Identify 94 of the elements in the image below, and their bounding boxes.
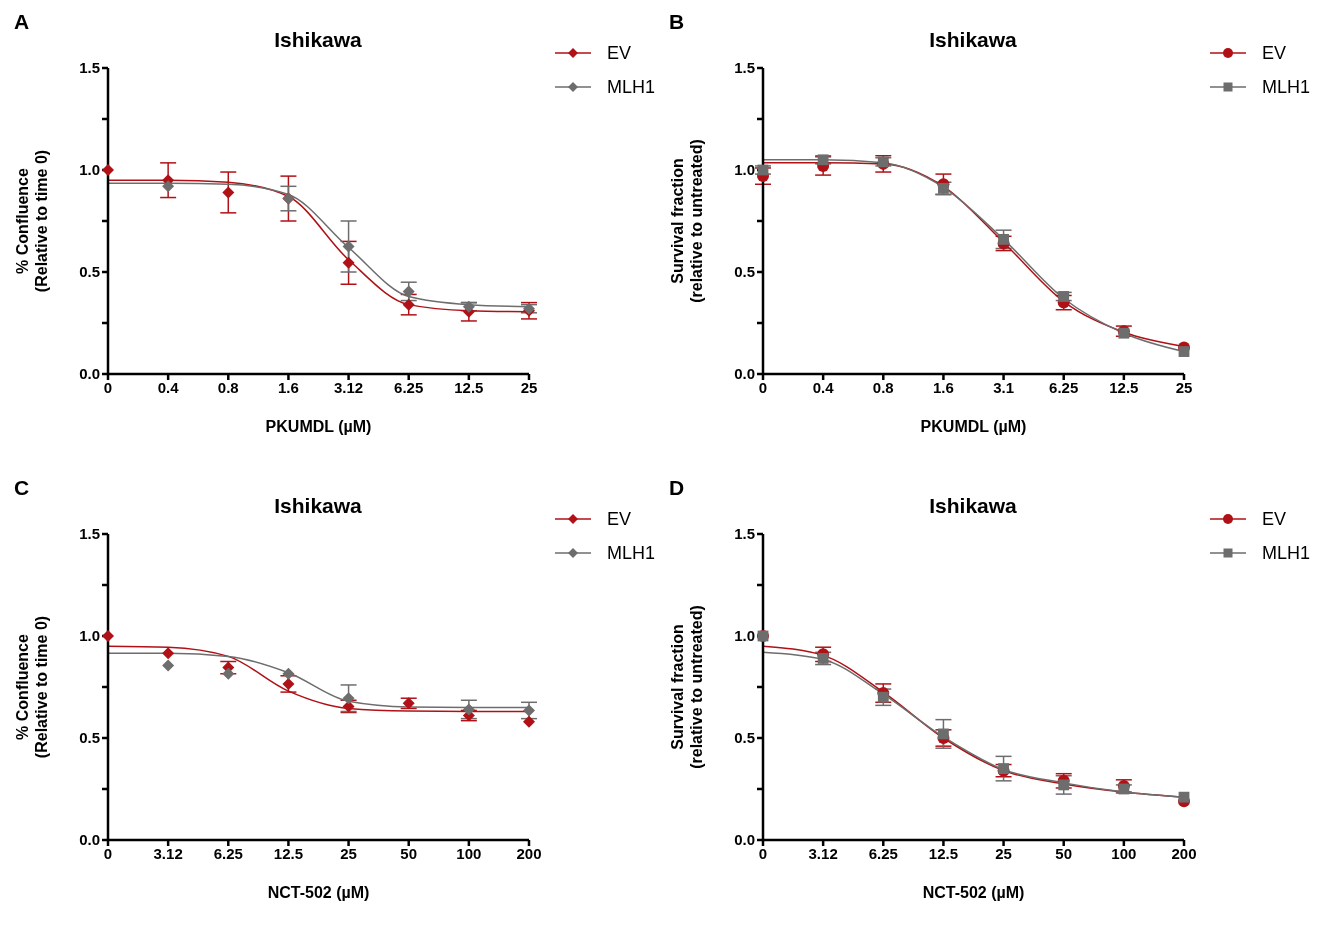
x-tick-label: 25 [995, 844, 1012, 862]
x-axis-title: NCT-502 (µM) [922, 884, 1025, 901]
x-tick-label: 0 [103, 844, 113, 862]
x-tick-label: 12.5 [273, 844, 304, 862]
legend-label: MLH1 [607, 542, 656, 564]
point [877, 691, 889, 703]
x-tick-label: 0.8 [872, 378, 894, 396]
chart-title: Ishikawa [273, 494, 363, 518]
point [1178, 346, 1190, 357]
y-tick-label: 0.5 [79, 729, 100, 747]
x-tick-label: 6.25 [1049, 378, 1079, 396]
point [523, 715, 535, 728]
x-tick-label: 25 [520, 378, 538, 396]
x-tick-label: 0 [103, 378, 113, 396]
x-tick-label: 3.12 [808, 844, 838, 862]
x-tick-label: 12.5 [928, 844, 959, 862]
text: C [14, 476, 30, 500]
x-tick-label: 6.25 [394, 378, 424, 396]
y-tick-label: 1.0 [79, 161, 100, 179]
y-tick-label: 1.5 [79, 525, 100, 543]
point [998, 233, 1009, 245]
x-tick-label: 3.12 [333, 378, 364, 396]
chart-title: Ishikawa [928, 494, 1018, 518]
x-tick-label: 100 [1111, 844, 1137, 862]
x-tick-label: 200 [1171, 844, 1197, 862]
y-tick-label: 1.0 [734, 627, 755, 645]
legend-label: MLH1 [1262, 76, 1311, 98]
x-tick-label: 0.4 [812, 378, 835, 396]
x-tick-label: 12.5 [1109, 378, 1139, 396]
point [162, 180, 175, 193]
x-tick-label: 1.6 [278, 378, 299, 396]
x-tick-label: 0 [758, 844, 768, 862]
x-tick-label: 200 [516, 844, 542, 862]
y-tick-label: 0.5 [734, 729, 755, 747]
y-tick-label: 1.5 [734, 59, 755, 77]
chart-title: Ishikawa [273, 28, 363, 52]
point [402, 298, 415, 311]
y-axis-title: Survival fraction (relative to untreated) [669, 139, 705, 303]
point [1058, 291, 1070, 302]
point [102, 630, 114, 642]
x-tick-label: 100 [456, 844, 482, 862]
point [342, 240, 355, 253]
point [1058, 779, 1070, 791]
point [282, 667, 295, 680]
y-tick-label: 0.0 [734, 365, 755, 383]
point [1178, 791, 1190, 803]
x-tick-label: 6.25 [213, 844, 243, 862]
y-tick-label: 0.5 [734, 263, 755, 281]
x-tick-label: 3.12 [153, 844, 183, 862]
legend-label: MLH1 [607, 76, 656, 98]
text: B [669, 10, 685, 34]
x-axis-title: PKUMDL (µM) [920, 418, 1027, 435]
legend-label: MLH1 [1262, 542, 1311, 564]
y-tick-label: 1.0 [79, 627, 100, 645]
legend-label: EV [1262, 508, 1287, 530]
y-tick-label: 0.5 [79, 263, 100, 281]
legend-label: EV [1262, 42, 1287, 64]
legend-label: EV [607, 42, 632, 64]
point [222, 186, 235, 199]
point [462, 703, 475, 716]
x-tick-label: 25 [1175, 378, 1193, 396]
point [222, 667, 235, 680]
x-tick-label: 50 [1055, 844, 1073, 862]
point [342, 256, 355, 269]
text: D [669, 476, 685, 500]
point [102, 164, 114, 176]
y-tick-label: 1.5 [79, 59, 100, 77]
y-axis-title: % Confluence (Relative to time 0) [14, 615, 50, 759]
y-tick-label: 0.0 [79, 365, 100, 383]
chart-title: Ishikawa [928, 28, 1018, 52]
y-axis-title: % Confluence (Relative to time 0) [14, 149, 50, 293]
legend-label: EV [607, 508, 632, 530]
point [938, 182, 949, 194]
x-tick-label: 0.8 [217, 378, 239, 396]
x-tick-label: 0.4 [157, 378, 180, 396]
y-tick-label: 0.0 [79, 831, 100, 849]
x-axis-title: PKUMDL (µM) [265, 418, 372, 435]
point [162, 659, 175, 672]
y-axis-title: Survival fraction (relative to untreated) [669, 605, 705, 769]
point [162, 647, 175, 660]
x-tick-label: 0 [758, 378, 768, 396]
x-tick-label: 1.6 [933, 378, 954, 396]
point [342, 692, 355, 705]
y-tick-label: 0.0 [734, 831, 755, 849]
x-tick-label: 50 [400, 844, 418, 862]
x-tick-label: 6.25 [868, 844, 898, 862]
y-tick-label: 1.5 [734, 525, 755, 543]
text: A [14, 10, 30, 34]
x-tick-label: 12.5 [454, 378, 484, 396]
y-tick-label: 1.0 [734, 161, 755, 179]
point [938, 728, 949, 740]
x-tick-label: 25 [340, 844, 357, 862]
x-axis-title: NCT-502 (µM) [267, 884, 370, 901]
x-tick-label: 3.1 [993, 378, 1014, 396]
